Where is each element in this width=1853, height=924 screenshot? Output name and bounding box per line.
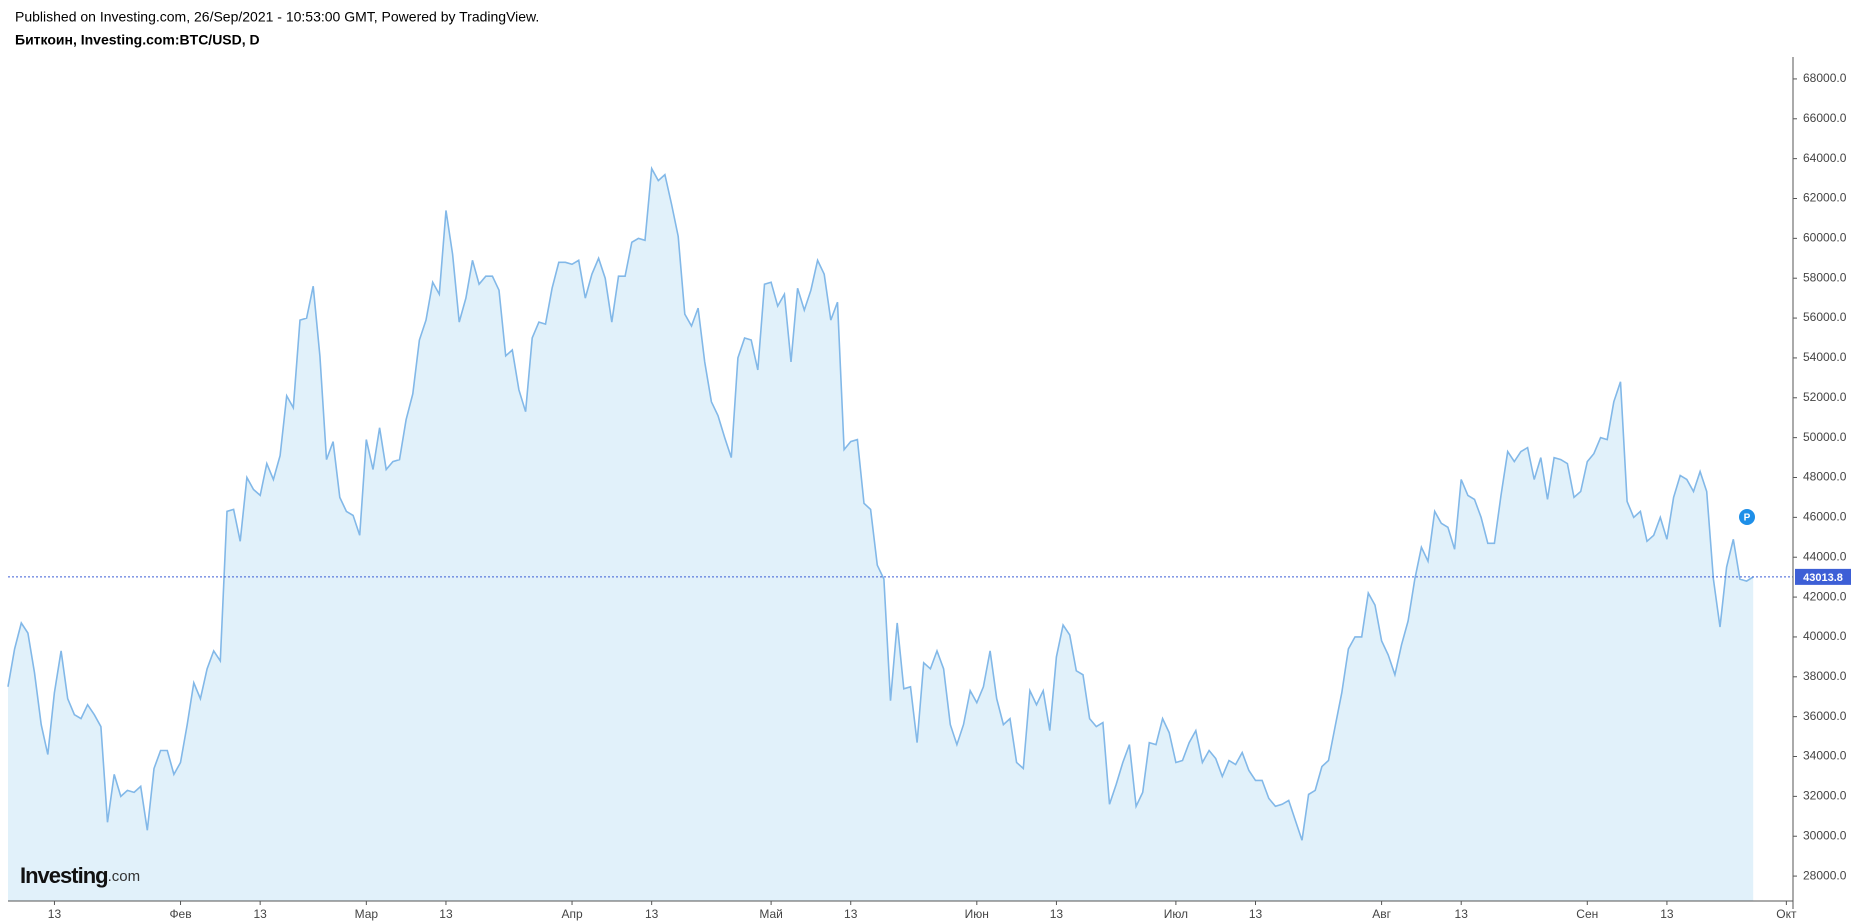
- marker-icon: [1739, 509, 1755, 525]
- y-tick-label: 60000.0: [1803, 231, 1847, 245]
- y-tick-label: 28000.0: [1803, 868, 1847, 882]
- x-tick-label: 13: [844, 907, 858, 921]
- y-tick-label: 40000.0: [1803, 629, 1847, 643]
- area-fill: [8, 168, 1754, 902]
- y-tick-label: 54000.0: [1803, 350, 1847, 364]
- logo-brand: Investing: [20, 863, 108, 888]
- x-tick-label: 13: [48, 907, 62, 921]
- x-tick-label: Июн: [965, 907, 989, 921]
- y-tick-label: 68000.0: [1803, 71, 1847, 85]
- y-tick-label: 44000.0: [1803, 549, 1847, 563]
- last-price-label: 43013.8: [1803, 572, 1843, 584]
- y-tick-label: 56000.0: [1803, 310, 1847, 324]
- chart-title: Биткоин, Investing.com:BTC/USD, D: [15, 32, 260, 48]
- x-tick-label: 13: [1455, 907, 1469, 921]
- y-tick-label: 62000.0: [1803, 191, 1847, 205]
- x-tick-label: Мар: [355, 907, 379, 921]
- x-tick-label: Окт: [1776, 907, 1797, 921]
- y-tick-label: 34000.0: [1803, 749, 1847, 763]
- y-tick-label: 30000.0: [1803, 828, 1847, 842]
- y-tick-label: 66000.0: [1803, 111, 1847, 125]
- marker-icon-letter: P: [1744, 513, 1751, 524]
- x-tick-label: 13: [1249, 907, 1263, 921]
- y-tick-label: 64000.0: [1803, 151, 1847, 165]
- x-tick-label: 13: [253, 907, 267, 921]
- y-tick-label: 52000.0: [1803, 390, 1847, 404]
- y-tick-label: 50000.0: [1803, 430, 1847, 444]
- y-tick-label: 38000.0: [1803, 669, 1847, 683]
- x-tick-label: 13: [645, 907, 659, 921]
- x-tick-label: Июл: [1164, 907, 1188, 921]
- x-tick-label: 13: [1660, 907, 1674, 921]
- y-tick-label: 48000.0: [1803, 470, 1847, 484]
- x-tick-label: Фев: [169, 907, 191, 921]
- y-tick-label: 36000.0: [1803, 709, 1847, 723]
- x-tick-label: Май: [759, 907, 783, 921]
- published-note: Published on Investing.com, 26/Sep/2021 …: [15, 9, 539, 25]
- x-tick-label: Апр: [561, 907, 583, 921]
- x-tick-label: 13: [439, 907, 453, 921]
- x-tick-label: Авг: [1372, 907, 1391, 921]
- x-tick-label: 13: [1050, 907, 1064, 921]
- x-tick-label: Сен: [1576, 907, 1598, 921]
- y-tick-label: 46000.0: [1803, 510, 1847, 524]
- y-tick-label: 42000.0: [1803, 589, 1847, 603]
- y-tick-label: 58000.0: [1803, 270, 1847, 284]
- logo: Investing.com: [20, 863, 140, 888]
- logo-suffix: .com: [108, 868, 141, 885]
- y-tick-label: 32000.0: [1803, 789, 1847, 803]
- price-line: [7, 165, 1754, 841]
- last-price-box: [1795, 568, 1851, 585]
